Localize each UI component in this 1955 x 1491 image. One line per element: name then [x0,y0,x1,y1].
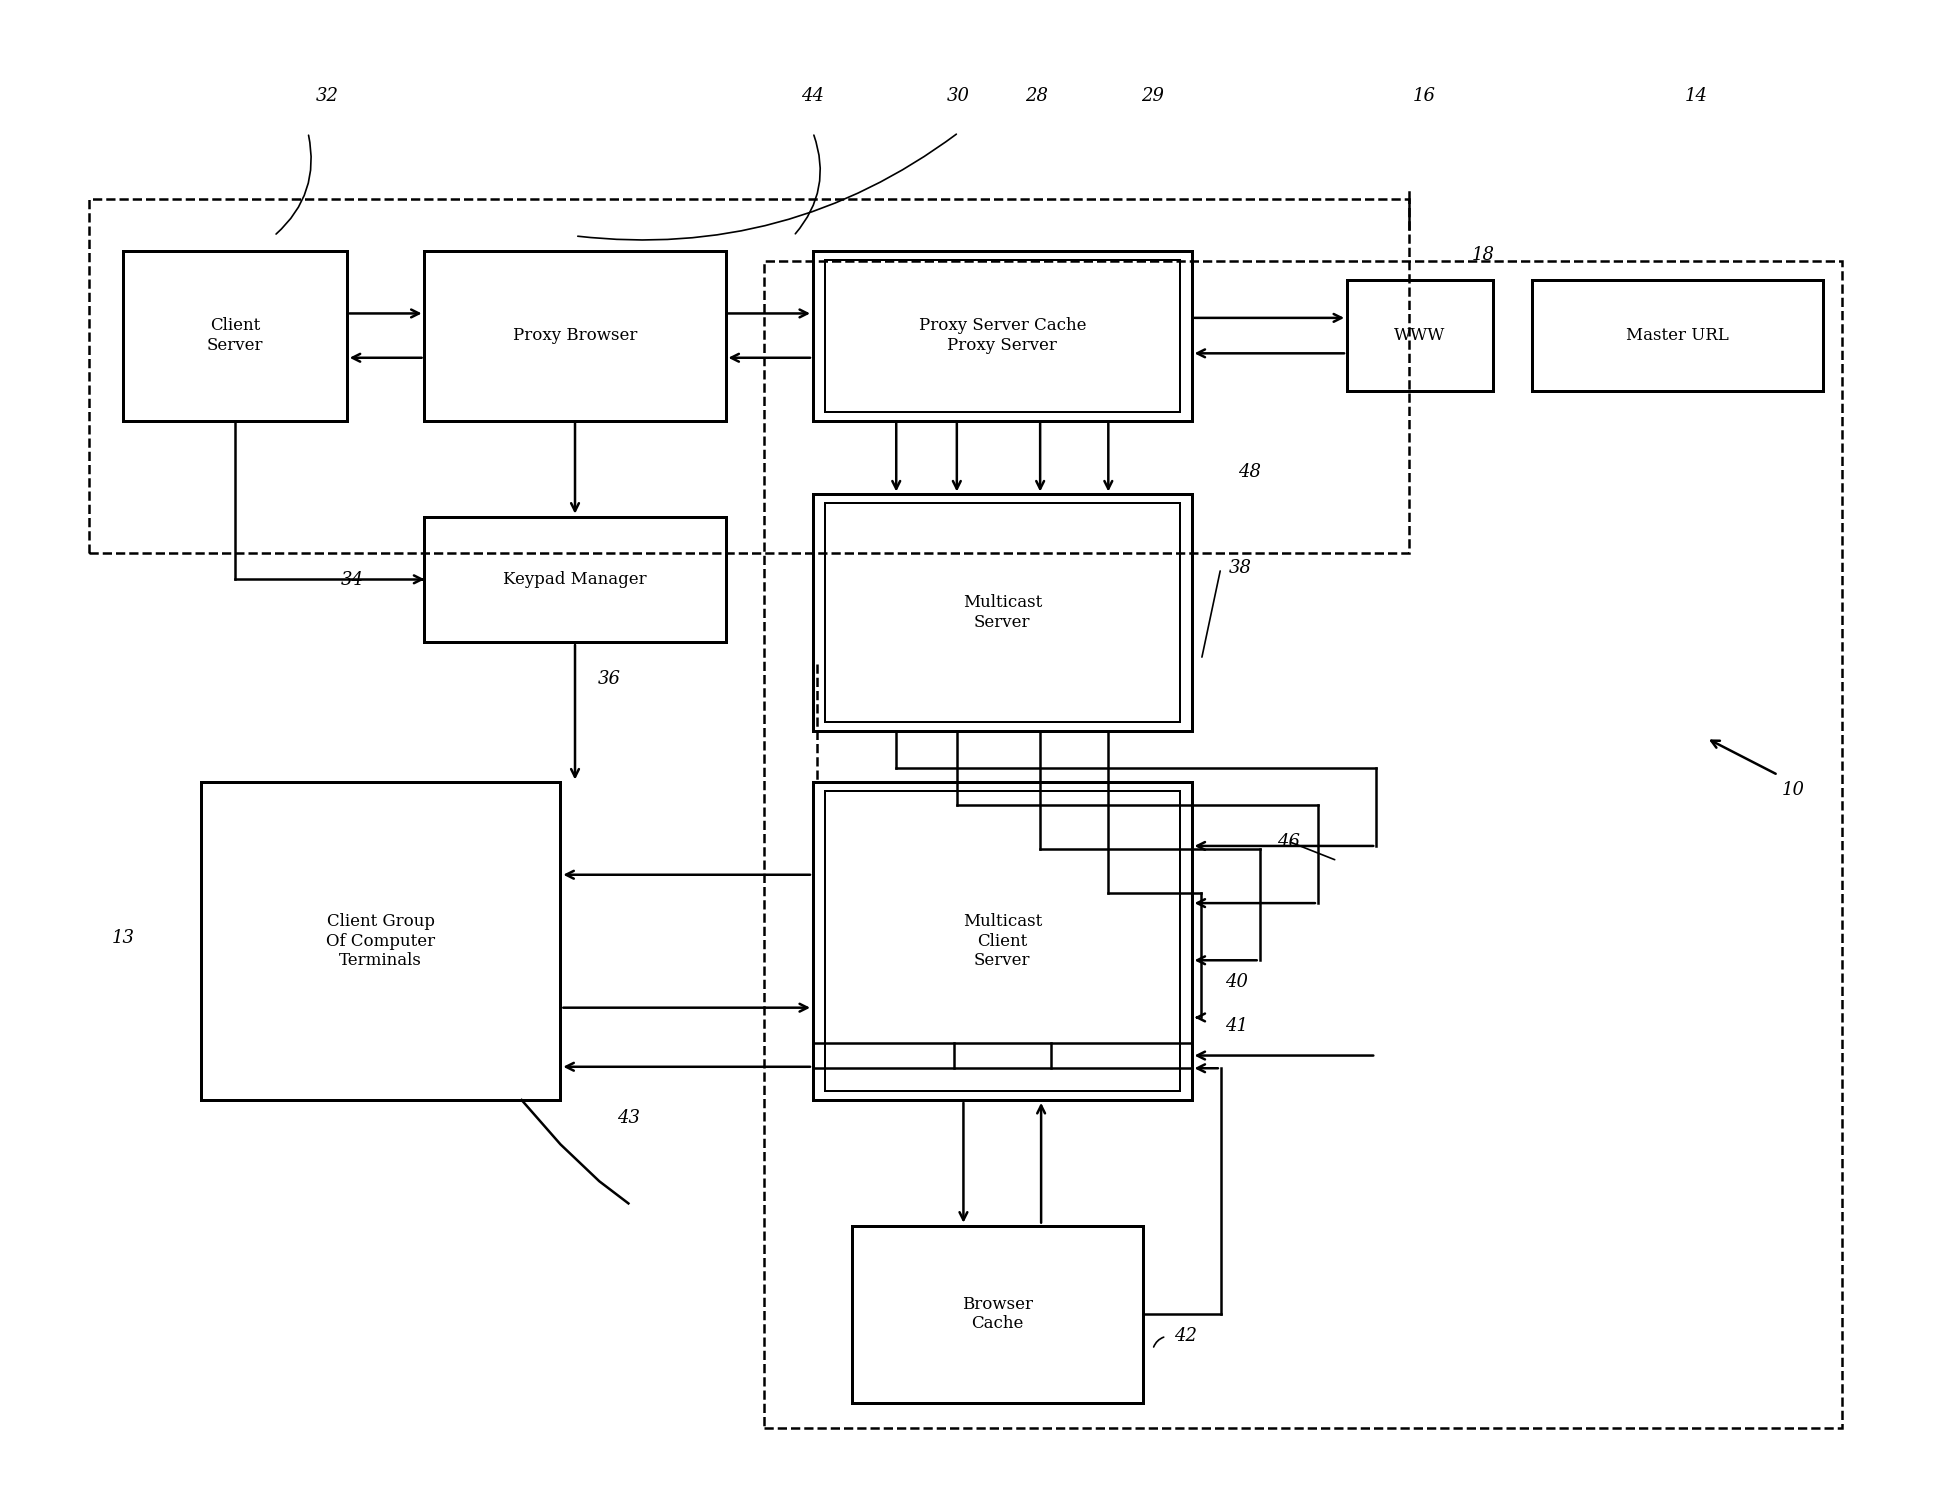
Text: Client
Server: Client Server [207,318,264,353]
Text: 10: 10 [1781,781,1804,799]
Bar [850,1226,1142,1403]
Text: 18: 18 [1470,246,1494,264]
Text: Browser
Cache: Browser Cache [962,1296,1032,1333]
Text: 14: 14 [1683,86,1707,104]
Text: Proxy Browser: Proxy Browser [512,327,637,344]
Text: WWW: WWW [1394,327,1445,344]
Text: 34: 34 [340,571,364,589]
Bar [764,261,1842,1428]
Bar [424,516,725,643]
Text: 32: 32 [315,86,338,104]
Text: 43: 43 [616,1109,639,1127]
Text: 13: 13 [111,929,135,947]
Text: 28: 28 [1024,86,1048,104]
Text: 40: 40 [1224,972,1247,992]
Text: 36: 36 [596,669,620,687]
Text: Client Group
Of Computer
Terminals: Client Group Of Computer Terminals [326,912,436,969]
Text: 44: 44 [802,86,823,104]
Text: 48: 48 [1238,464,1261,482]
Bar [424,250,725,420]
Bar [201,783,561,1100]
Bar [1347,280,1492,391]
Bar [1531,280,1822,391]
Text: 46: 46 [1277,832,1300,850]
Text: 38: 38 [1228,559,1251,577]
Text: 41: 41 [1224,1017,1247,1035]
Text: 30: 30 [946,86,970,104]
Text: Master URL: Master URL [1625,327,1728,344]
Bar [88,198,1408,553]
Bar [813,495,1191,731]
Bar [123,250,346,420]
Text: 29: 29 [1140,86,1163,104]
Text: Multicast
Client
Server: Multicast Client Server [962,912,1042,969]
Text: 42: 42 [1173,1327,1196,1345]
Text: Keypad Manager: Keypad Manager [502,571,647,587]
Text: Proxy Server Cache
Proxy Server: Proxy Server Cache Proxy Server [919,318,1085,353]
Text: Multicast
Server: Multicast Server [962,595,1042,631]
Bar [813,783,1191,1100]
Bar [825,259,1179,412]
Bar [813,250,1191,420]
Text: 16: 16 [1412,86,1435,104]
Bar [825,504,1179,722]
Bar [825,792,1179,1091]
